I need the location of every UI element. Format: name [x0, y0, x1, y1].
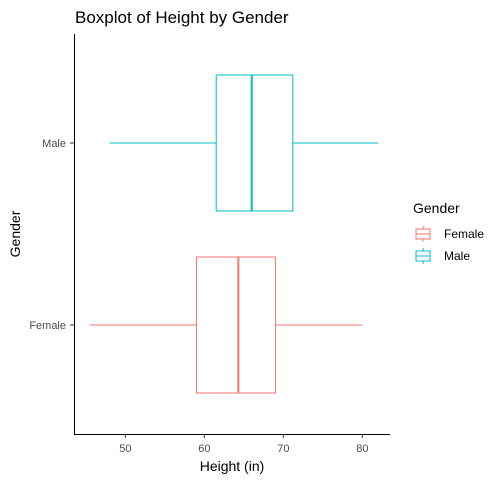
y-tick-label-male: Male: [42, 138, 66, 150]
legend: Gender Female Male: [413, 200, 484, 264]
legend-label-male: Male: [444, 249, 470, 263]
plot-area: [89, 74, 379, 394]
iqr-box-female: [195, 256, 276, 394]
legend-key-female: [415, 226, 431, 242]
x-tick-label-80: 80: [356, 443, 368, 455]
box-female: [89, 256, 363, 394]
x-axis-title: Height (in): [200, 458, 265, 474]
y-axis-title: Gender: [7, 210, 23, 257]
legend-label-female: Female: [444, 227, 484, 241]
axis-ticks: Female Male 50 60 70 80: [29, 138, 368, 455]
x-tick-label-60: 60: [198, 443, 210, 455]
chart-title: Boxplot of Height by Gender: [75, 8, 289, 27]
iqr-box-male: [215, 74, 294, 212]
legend-title: Gender: [413, 200, 460, 216]
x-tick-label-50: 50: [119, 443, 131, 455]
x-tick-label-70: 70: [277, 443, 289, 455]
y-tick-label-female: Female: [29, 320, 66, 332]
box-male: [109, 74, 379, 212]
legend-key-male: [415, 248, 431, 264]
